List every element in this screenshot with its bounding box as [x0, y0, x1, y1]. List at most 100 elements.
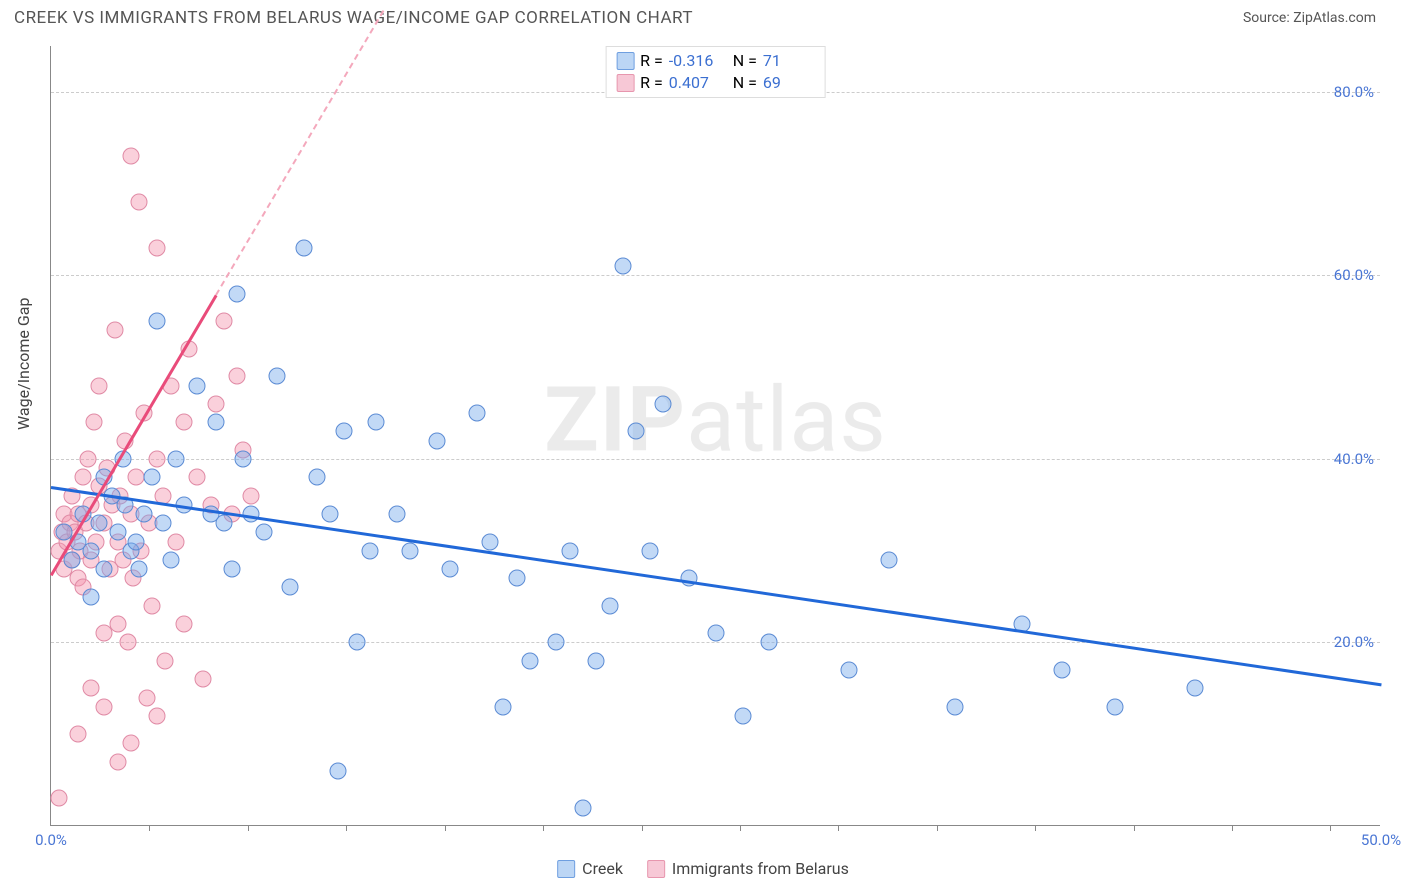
- swatch-creek: [616, 52, 634, 70]
- swatch-creek: [557, 860, 575, 878]
- n-value-creek: 71: [763, 50, 811, 72]
- point-belarus: [149, 450, 166, 467]
- point-creek: [947, 698, 964, 715]
- point-creek: [229, 285, 246, 302]
- point-belarus: [144, 597, 161, 614]
- point-creek: [614, 258, 631, 275]
- x-tick: [1134, 825, 1135, 831]
- point-creek: [548, 634, 565, 651]
- point-creek: [82, 542, 99, 559]
- point-creek: [348, 634, 365, 651]
- point-creek: [402, 542, 419, 559]
- point-creek: [654, 395, 671, 412]
- point-belarus: [242, 487, 259, 504]
- point-belarus: [176, 414, 193, 431]
- y-tick-label: 80.0%: [1334, 83, 1374, 101]
- source-label: Source: ZipAtlas.com: [1243, 10, 1376, 26]
- point-creek: [588, 652, 605, 669]
- point-creek: [189, 377, 206, 394]
- point-creek: [575, 799, 592, 816]
- point-creek: [521, 652, 538, 669]
- y-axis-label: Wage/Income Gap: [14, 298, 33, 430]
- point-belarus: [215, 313, 232, 330]
- x-tick: [1232, 825, 1233, 831]
- point-creek: [442, 561, 459, 578]
- point-creek: [130, 561, 147, 578]
- point-creek: [154, 515, 171, 532]
- watermark-rest: atlas: [686, 367, 887, 472]
- n-label: N =: [733, 50, 757, 72]
- point-creek: [601, 597, 618, 614]
- point-creek: [144, 469, 161, 486]
- point-creek: [362, 542, 379, 559]
- x-tick: [445, 825, 446, 831]
- point-creek: [309, 469, 326, 486]
- legend-row-belarus: R = 0.407 N = 69: [616, 72, 811, 94]
- point-belarus: [229, 368, 246, 385]
- point-creek: [708, 625, 725, 642]
- legend-item-creek: Creek: [557, 859, 623, 878]
- point-creek: [149, 313, 166, 330]
- point-belarus: [157, 652, 174, 669]
- point-creek: [295, 239, 312, 256]
- point-creek: [109, 524, 126, 541]
- chart-title: CREEK VS IMMIGRANTS FROM BELARUS WAGE/IN…: [14, 8, 693, 28]
- point-belarus: [106, 322, 123, 339]
- point-belarus: [109, 753, 126, 770]
- point-creek: [468, 405, 485, 422]
- swatch-belarus: [616, 74, 634, 92]
- grid-line: [51, 642, 1380, 643]
- legend-row-creek: R = -0.316 N = 71: [616, 50, 811, 72]
- swatch-belarus: [647, 860, 665, 878]
- point-belarus: [176, 616, 193, 633]
- point-creek: [367, 414, 384, 431]
- point-creek: [82, 588, 99, 605]
- x-tick: [248, 825, 249, 831]
- x-tick: [1035, 825, 1036, 831]
- point-creek: [234, 450, 251, 467]
- point-belarus: [138, 689, 155, 706]
- point-creek: [428, 432, 445, 449]
- point-belarus: [128, 469, 145, 486]
- y-tick-label: 40.0%: [1334, 450, 1374, 468]
- point-belarus: [50, 790, 67, 807]
- point-creek: [495, 698, 512, 715]
- n-label: N =: [733, 72, 757, 94]
- x-tick: [642, 825, 643, 831]
- point-creek: [168, 450, 185, 467]
- point-creek: [330, 762, 347, 779]
- point-creek: [508, 570, 525, 587]
- point-creek: [282, 579, 299, 596]
- point-belarus: [122, 735, 139, 752]
- point-belarus: [149, 239, 166, 256]
- x-tick-label-right: 50.0%: [1361, 831, 1401, 849]
- point-belarus: [109, 616, 126, 633]
- r-value-creek: -0.316: [669, 50, 717, 72]
- correlation-legend: R = -0.316 N = 71 R = 0.407 N = 69: [605, 46, 826, 98]
- x-tick-label-left: 0.0%: [35, 831, 67, 849]
- point-belarus: [149, 707, 166, 724]
- r-label: R =: [640, 50, 663, 72]
- point-belarus: [168, 533, 185, 550]
- x-tick: [740, 825, 741, 831]
- legend-label-belarus: Immigrants from Belarus: [672, 859, 849, 878]
- r-value-belarus: 0.407: [669, 72, 717, 94]
- point-belarus: [82, 680, 99, 697]
- grid-line: [51, 275, 1380, 276]
- point-creek: [761, 634, 778, 651]
- point-creek: [90, 515, 107, 532]
- point-belarus: [80, 450, 97, 467]
- y-tick-label: 60.0%: [1334, 266, 1374, 284]
- point-creek: [162, 551, 179, 568]
- point-creek: [1053, 662, 1070, 679]
- series-legend: Creek Immigrants from Belarus: [557, 859, 849, 878]
- x-tick: [543, 825, 544, 831]
- point-creek: [64, 551, 81, 568]
- point-belarus: [130, 194, 147, 211]
- watermark: ZIPatlas: [544, 367, 887, 472]
- x-tick: [1330, 825, 1331, 831]
- point-creek: [96, 561, 113, 578]
- point-creek: [481, 533, 498, 550]
- x-tick: [838, 825, 839, 831]
- plot-area: ZIPatlas R = -0.316 N = 71 R = 0.407 N =…: [50, 46, 1380, 826]
